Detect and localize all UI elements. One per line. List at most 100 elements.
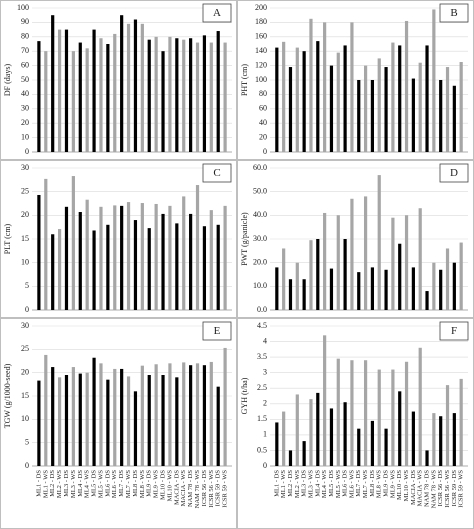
x-tick-label: ML6 - DS — [104, 470, 111, 497]
bar — [99, 206, 103, 310]
bar — [329, 408, 334, 466]
bar — [209, 210, 213, 310]
bar — [452, 262, 456, 310]
x-tick-label: ML7 - WS — [125, 470, 132, 498]
bar — [452, 413, 456, 466]
x-tick-label: ML7 - WS — [362, 470, 369, 498]
bar — [329, 65, 334, 152]
x-tick-label: ML9 - DS — [146, 470, 153, 497]
bar — [384, 269, 388, 310]
bar — [140, 365, 144, 466]
panel-letter: F — [451, 325, 457, 337]
x-tick-label: ICSR 59 - WS — [222, 470, 229, 508]
bar — [404, 361, 409, 466]
bar — [78, 212, 82, 310]
y-tick-label: 15 — [21, 234, 29, 243]
bar — [195, 363, 200, 466]
x-tick-label: ICSR 56 - WS — [444, 470, 451, 508]
bar — [309, 240, 313, 310]
bar — [92, 29, 96, 153]
y-tick-label: 60 — [21, 60, 29, 69]
bar — [282, 41, 286, 153]
y-tick-label: 25 — [21, 344, 29, 353]
bar — [154, 364, 158, 466]
x-tick-label: ML1 - DS — [273, 470, 280, 497]
bar — [64, 206, 69, 310]
panel-letter: D — [450, 167, 458, 179]
x-tick-label: ML2 - WS — [56, 470, 63, 498]
y-axis-label: PWT (g/panicle) — [240, 212, 249, 266]
bar — [439, 416, 443, 466]
bar — [350, 360, 354, 466]
bar — [175, 377, 179, 466]
x-tick-label: ML5 - WS — [97, 470, 104, 498]
y-tick-label: 5 — [25, 437, 29, 446]
bar — [282, 248, 286, 310]
y-tick-label: 3 — [263, 367, 267, 376]
y-tick-label: 60 — [259, 104, 267, 113]
y-tick-label: 200 — [255, 3, 267, 12]
x-tick-label: NAM 78 - WS — [194, 470, 201, 509]
x-tick-label: MACIA - DS — [410, 470, 417, 505]
bar — [37, 380, 41, 466]
bar — [445, 248, 450, 310]
bar — [370, 420, 375, 466]
bar — [309, 18, 313, 152]
x-tick-label: NAM 78 - DS — [187, 470, 194, 507]
bar — [133, 220, 138, 310]
y-tick-label: 140 — [255, 46, 267, 55]
bar — [323, 335, 327, 466]
bar — [223, 347, 227, 466]
x-tick-label: ML6 - WS — [348, 470, 355, 498]
y-tick-label: 90 — [21, 17, 29, 26]
y-tick-label: 40 — [21, 89, 29, 98]
bar — [316, 41, 320, 153]
bar — [64, 29, 69, 153]
y-tick-label: 0 — [25, 305, 29, 314]
bar — [377, 175, 381, 310]
bar — [92, 357, 96, 466]
y-tick-label: 20 — [21, 367, 29, 376]
bar — [182, 196, 186, 310]
panel-letter: B — [450, 7, 457, 19]
bar — [223, 205, 227, 310]
bar — [51, 234, 55, 310]
bar — [343, 239, 347, 310]
bar — [216, 31, 220, 152]
panel-border — [0, 160, 237, 318]
bar — [404, 215, 409, 310]
bar — [288, 279, 293, 310]
bar — [85, 48, 89, 152]
y-tick-label: 4 — [263, 336, 267, 345]
panel-letter-box — [202, 3, 232, 23]
bar — [418, 208, 422, 310]
x-tick-label: ML10 - DS — [160, 470, 167, 500]
bar — [202, 226, 207, 310]
x-tick-label: ICSR 59 - DS — [215, 470, 222, 507]
x-tick-label: ML10 - WS — [403, 470, 410, 502]
bar — [404, 20, 409, 153]
x-tick-label: ICSR 56 - WS — [208, 470, 215, 508]
bar — [425, 45, 429, 152]
bar — [363, 196, 368, 310]
x-tick-label: ML4 - WS — [321, 470, 328, 498]
bar — [133, 19, 138, 152]
bar — [418, 347, 422, 466]
bar — [432, 262, 436, 310]
bar — [223, 42, 227, 153]
bar — [302, 441, 306, 466]
y-tick-label: 0 — [25, 147, 29, 156]
x-tick-label: ML2 - DS — [287, 470, 294, 497]
y-tick-label: 3.5 — [257, 352, 267, 361]
bar — [288, 450, 293, 466]
bar — [120, 368, 124, 466]
x-tick-label: ML4 - DS — [77, 470, 84, 497]
x-tick-label: ML6 - DS — [342, 470, 349, 497]
bar — [411, 267, 415, 310]
x-tick-label: ML2 - DS — [49, 470, 56, 497]
bar — [302, 51, 306, 153]
y-tick-label: 1 — [263, 430, 267, 439]
bar — [357, 80, 361, 152]
y-axis-label: TGW (g/1000-seed) — [3, 363, 12, 428]
bar — [209, 42, 213, 153]
